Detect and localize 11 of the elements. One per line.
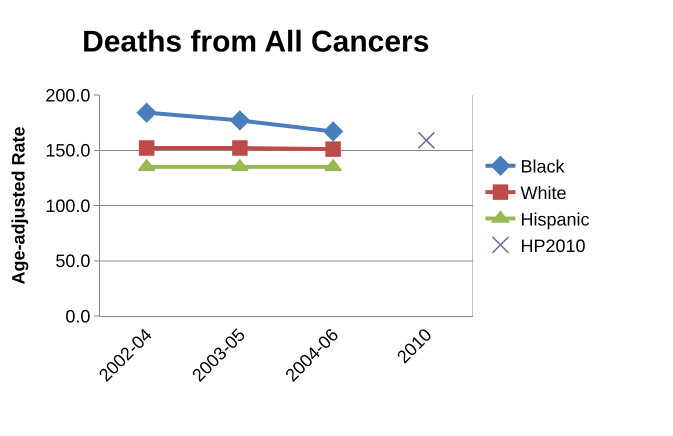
legend-label: HP2010 bbox=[520, 236, 586, 256]
y-tick-label: 100.0 bbox=[45, 196, 90, 216]
legend-label: Black bbox=[520, 156, 566, 177]
chart-title: Deaths from All Cancers bbox=[82, 26, 430, 59]
y-axis-title: Age-adjusted Rate bbox=[8, 126, 29, 285]
y-tick-label: 0.0 bbox=[65, 306, 90, 326]
legend-label: Hispanic bbox=[520, 210, 590, 230]
y-tick-label: 150.0 bbox=[45, 140, 90, 161]
legend-label: White bbox=[520, 183, 566, 204]
y-tick-label: 200.0 bbox=[45, 85, 90, 106]
y-tick-label: 50.0 bbox=[55, 251, 90, 272]
